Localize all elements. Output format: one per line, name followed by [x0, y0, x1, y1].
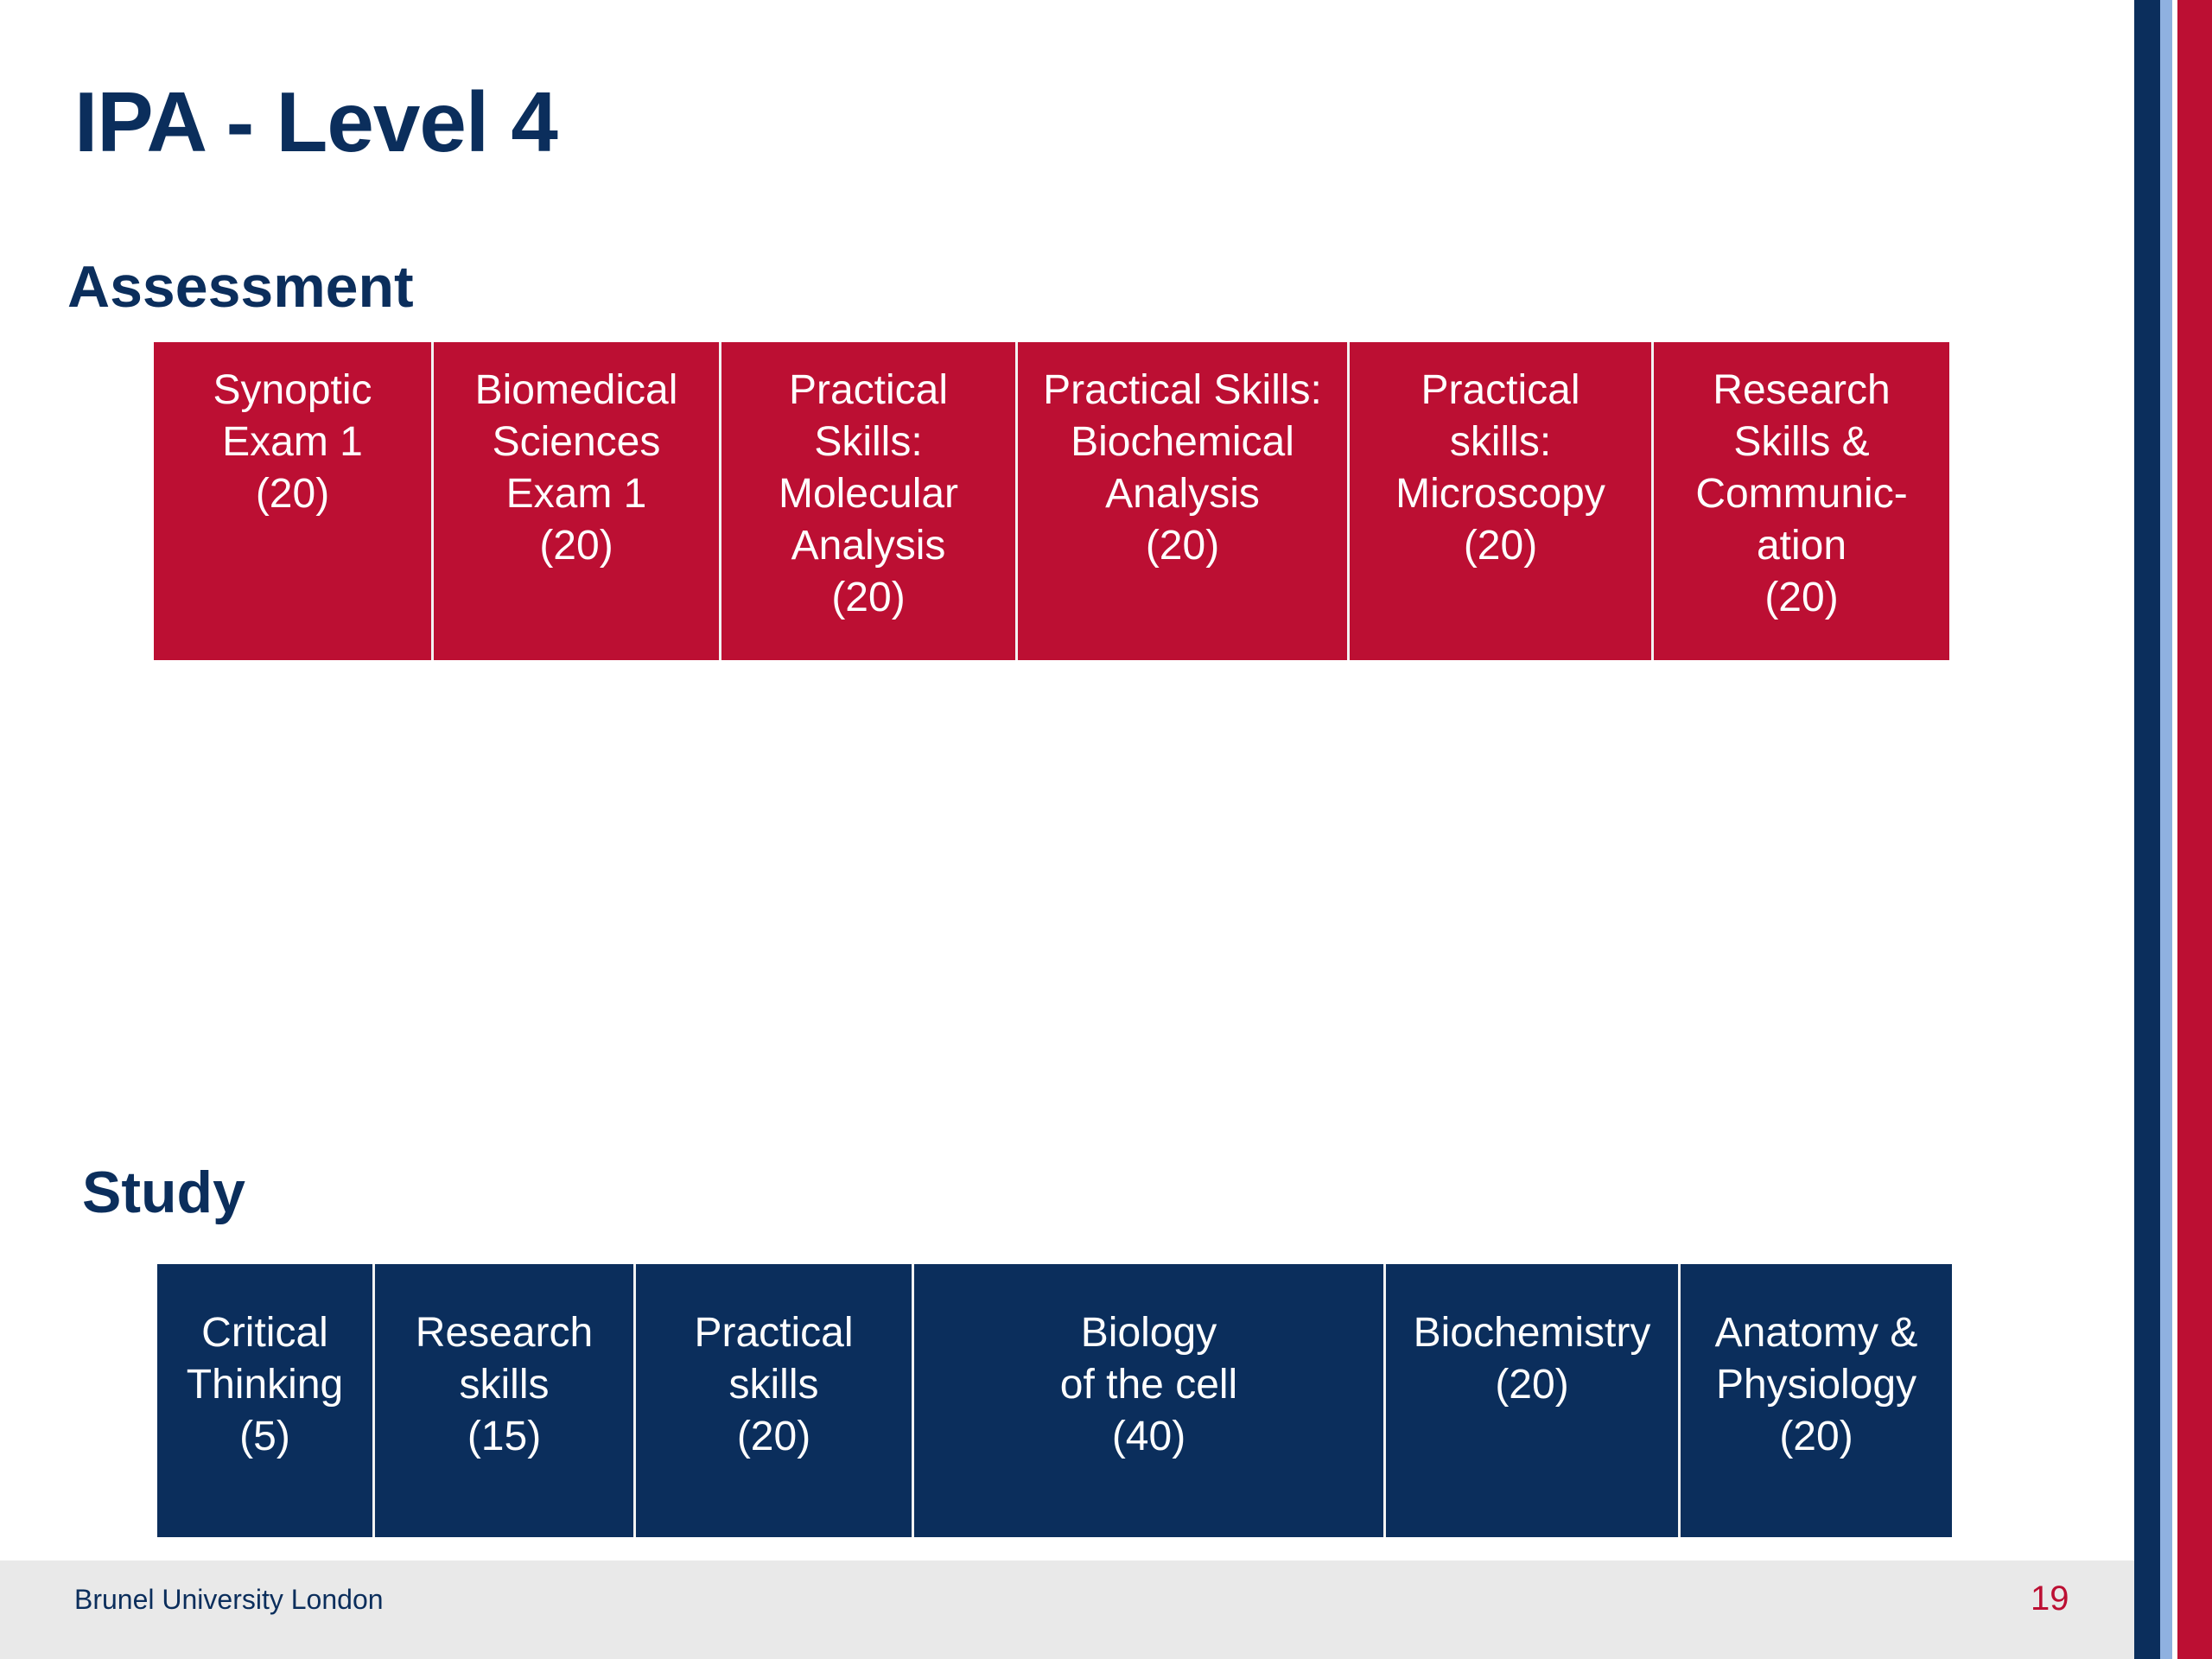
study-item: Practical skills (20)	[636, 1264, 914, 1537]
page-number: 19	[2031, 1580, 2069, 1618]
decorative-stripe-light-blue	[2160, 0, 2172, 1659]
assessment-item: Biomedical Sciences Exam 1 (20)	[434, 342, 721, 660]
assessment-item: Practical Skills: Molecular Analysis (20…	[721, 342, 1018, 660]
study-row: Critical Thinking (5) Research skills (1…	[157, 1264, 1952, 1537]
study-heading: Study	[82, 1160, 245, 1225]
assessment-heading: Assessment	[67, 254, 414, 320]
decorative-stripe-navy	[2134, 0, 2160, 1659]
study-item: Critical Thinking (5)	[157, 1264, 375, 1537]
slide-title: IPA - Level 4	[74, 74, 558, 169]
assessment-item: Synoptic Exam 1 (20)	[154, 342, 434, 660]
decorative-stripe-white	[2172, 0, 2177, 1659]
assessment-item: Research Skills & Communic- ation (20)	[1654, 342, 1949, 660]
assessment-row: Synoptic Exam 1 (20) Biomedical Sciences…	[154, 342, 1949, 660]
study-item: Anatomy & Physiology (20)	[1681, 1264, 1952, 1537]
assessment-item: Practical Skills: Biochemical Analysis (…	[1018, 342, 1350, 660]
decorative-stripe-crimson	[2177, 0, 2212, 1659]
study-item: Research skills (15)	[375, 1264, 636, 1537]
footer-bar	[0, 1560, 2134, 1659]
assessment-item: Practical skills: Microscopy (20)	[1350, 342, 1654, 660]
study-item: Biology of the cell (40)	[914, 1264, 1386, 1537]
study-item: Biochemistry (20)	[1386, 1264, 1681, 1537]
footer-brand: Brunel University London	[74, 1584, 384, 1615]
